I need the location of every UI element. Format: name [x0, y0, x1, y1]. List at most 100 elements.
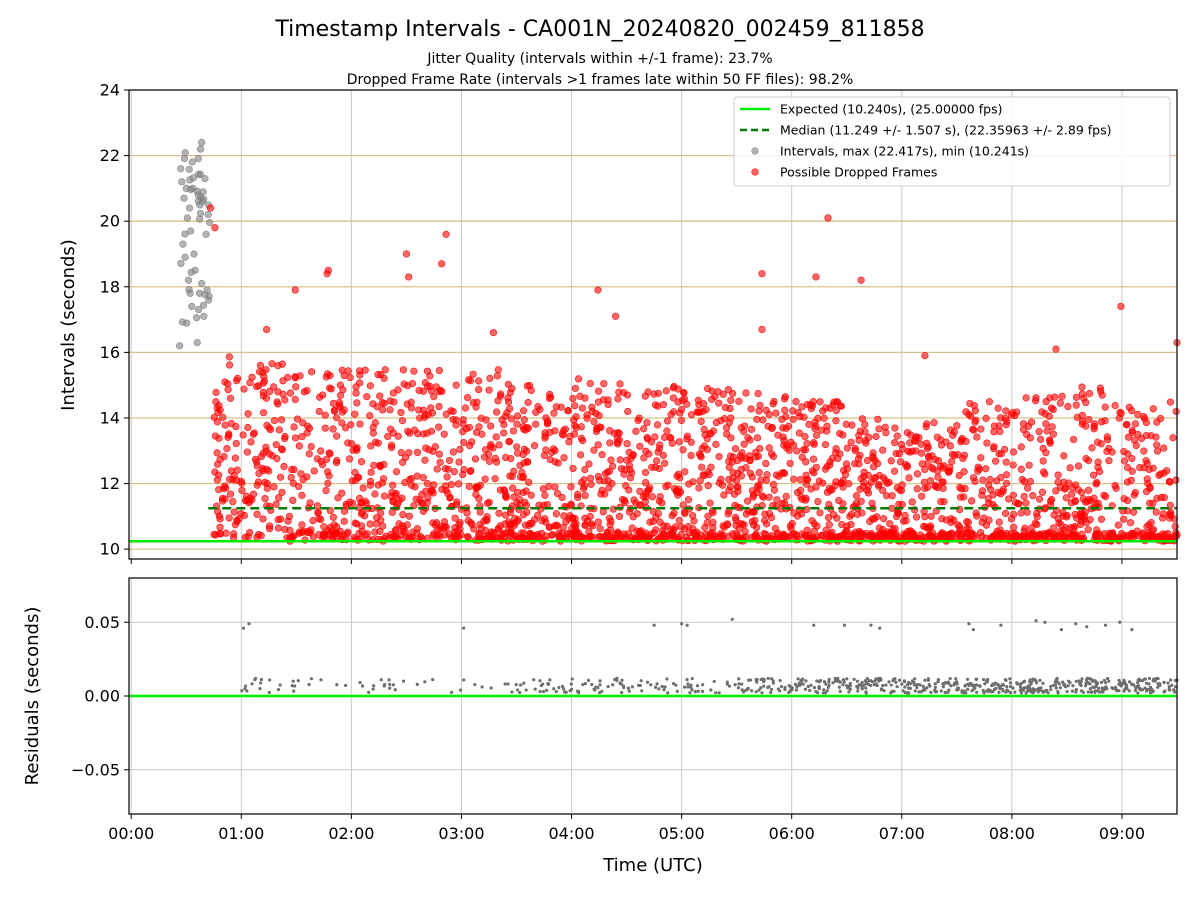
dropped-frame-point-110 [287, 473, 295, 482]
dropped-frame-point-1663 [898, 500, 906, 509]
dropped-frame-point-344 [381, 366, 389, 374]
residual-outlier-0 [241, 626, 246, 630]
residual-point-441 [1019, 691, 1023, 695]
dropped-frame-point-182 [268, 360, 276, 368]
residual-point-284 [846, 686, 850, 690]
residual-point-49 [506, 682, 510, 686]
top-y-tick-label-16: 16 [100, 343, 120, 362]
residual-point-126 [696, 689, 700, 693]
dropped-frame-point-1147 [722, 424, 731, 432]
dropped-frame-point-1505 [843, 444, 851, 452]
dropped-frame-point-499 [419, 430, 428, 438]
dropped-frame-point-342 [367, 442, 375, 450]
dropped-frame-point-1173 [678, 405, 686, 414]
dropped-frame-point-1357 [790, 509, 798, 517]
interval-point-18 [196, 145, 205, 153]
dropped-frame-point-270 [340, 507, 349, 515]
dropped-frame-point-2064 [1120, 447, 1128, 456]
dropped-frame-point-2055 [1159, 510, 1167, 518]
dropped-frame-point-2396 [563, 533, 571, 541]
dropped-frame-point-62 [210, 413, 218, 421]
dropped-frame-point-512 [420, 413, 429, 421]
dropped-frame-point-1266 [782, 413, 790, 421]
residual-point-403 [1001, 682, 1005, 687]
residual-point-38 [431, 678, 435, 682]
dropped-frame-point-1766 [989, 500, 997, 509]
residual-point-71 [522, 681, 526, 685]
residual-point-489 [1018, 685, 1023, 689]
residual-point-536 [1091, 685, 1095, 689]
residual-point-0 [267, 690, 271, 695]
dropped-frame-point-386 [362, 500, 371, 508]
residual-point-117 [645, 680, 650, 684]
residual-point-635 [1121, 681, 1125, 686]
dropped-frame-point-64 [225, 431, 233, 439]
dropped-frame-point-879 [605, 514, 614, 522]
dropped-frame-point-307 [399, 511, 407, 519]
residual-point-604 [1156, 677, 1160, 681]
dropped-frame-point-127 [251, 455, 260, 463]
dropped-frame-point-1977 [1120, 457, 1129, 465]
residual-point-502 [1029, 688, 1033, 692]
dropped-frame-point-814 [561, 425, 569, 433]
dropped-frame-point-2040 [1143, 459, 1151, 468]
dropped-frame-point-397 [357, 510, 366, 518]
residual-point-527 [1081, 690, 1085, 694]
dropped-frame-point-926 [569, 464, 577, 473]
residual-point-352 [919, 690, 923, 694]
residual-point-650 [1122, 689, 1126, 693]
dropped-frame-point-1936 [1100, 491, 1108, 499]
dropped-frame-point-158 [275, 494, 283, 502]
dropped-frame-point-717 [558, 493, 566, 502]
dropped-frame-point-1445 [802, 475, 810, 484]
residual-point-163 [778, 678, 782, 683]
interval-point-extra-14 [203, 286, 211, 294]
residual-point-95 [583, 681, 588, 686]
dropped-frame-point-25 [221, 482, 229, 490]
dropped-frame-point-2529 [1058, 530, 1066, 538]
residual-point-201 [842, 680, 846, 684]
residual-point-8 [276, 687, 281, 692]
dropped-frame-point-1439 [809, 398, 817, 406]
residuals-panel: 0.05 0.00 −0.05 00:00 01:00 02:00 03:00 04:00 05… [71, 577, 1179, 843]
dropped-frame-point-1773 [1010, 510, 1018, 518]
bottom-y-ticks: 0.05 0.00 −0.05 [71, 613, 129, 779]
residual-point-389 [997, 690, 1001, 694]
dropped-frame-point-1926 [1092, 480, 1100, 488]
dropped-frame-point-162 [261, 478, 269, 487]
dropped-frame-point-1000 [663, 427, 671, 435]
residual-point-235 [804, 679, 808, 683]
dropped-frame-point-1800 [1056, 399, 1064, 407]
dropped-frame-point-1007 [651, 433, 659, 441]
dropped-frame-point-1864 [1042, 449, 1050, 457]
dropped-frame-point-910 [598, 451, 606, 459]
dropped-frame-point-187 [270, 383, 278, 391]
dropped-frame-point-1448 [825, 484, 833, 492]
dropped-frame-point-878 [580, 476, 588, 484]
dropped-frame-point-695 [519, 407, 528, 415]
residual-point-490 [1056, 691, 1060, 695]
dropped-frame-point-1849 [1041, 410, 1049, 418]
dropped-frame-point-390 [351, 468, 359, 477]
residual-point-239 [794, 688, 799, 692]
residual-point-200 [822, 680, 827, 684]
dropped-frame-point-1142 [727, 434, 735, 442]
dropped-frame-point-780 [560, 512, 568, 520]
residual-point-432 [964, 691, 968, 695]
dropped-frame-point-169 [281, 525, 289, 534]
dropped-frame-point-1764 [980, 514, 988, 522]
dropped-frame-point-1172 [724, 510, 732, 518]
residual-point-494 [1034, 681, 1039, 685]
dropped-frame-point-1782 [1060, 452, 1068, 460]
residual-point-257 [881, 683, 885, 688]
dropped-frame-point-999 [640, 425, 648, 433]
dropped-frame-point-1529 [853, 510, 861, 519]
interval-point-extra-28 [195, 305, 203, 314]
dropped-frame-point-150 [272, 441, 280, 449]
dropped-frame-point-1183 [725, 463, 733, 471]
residual-point-86 [581, 682, 585, 687]
residual-point-241 [817, 680, 821, 684]
dropped-frame-point-1141 [720, 415, 728, 423]
dropped-frame-point-52 [226, 394, 235, 402]
dropped-frame-point-1039 [625, 461, 634, 469]
